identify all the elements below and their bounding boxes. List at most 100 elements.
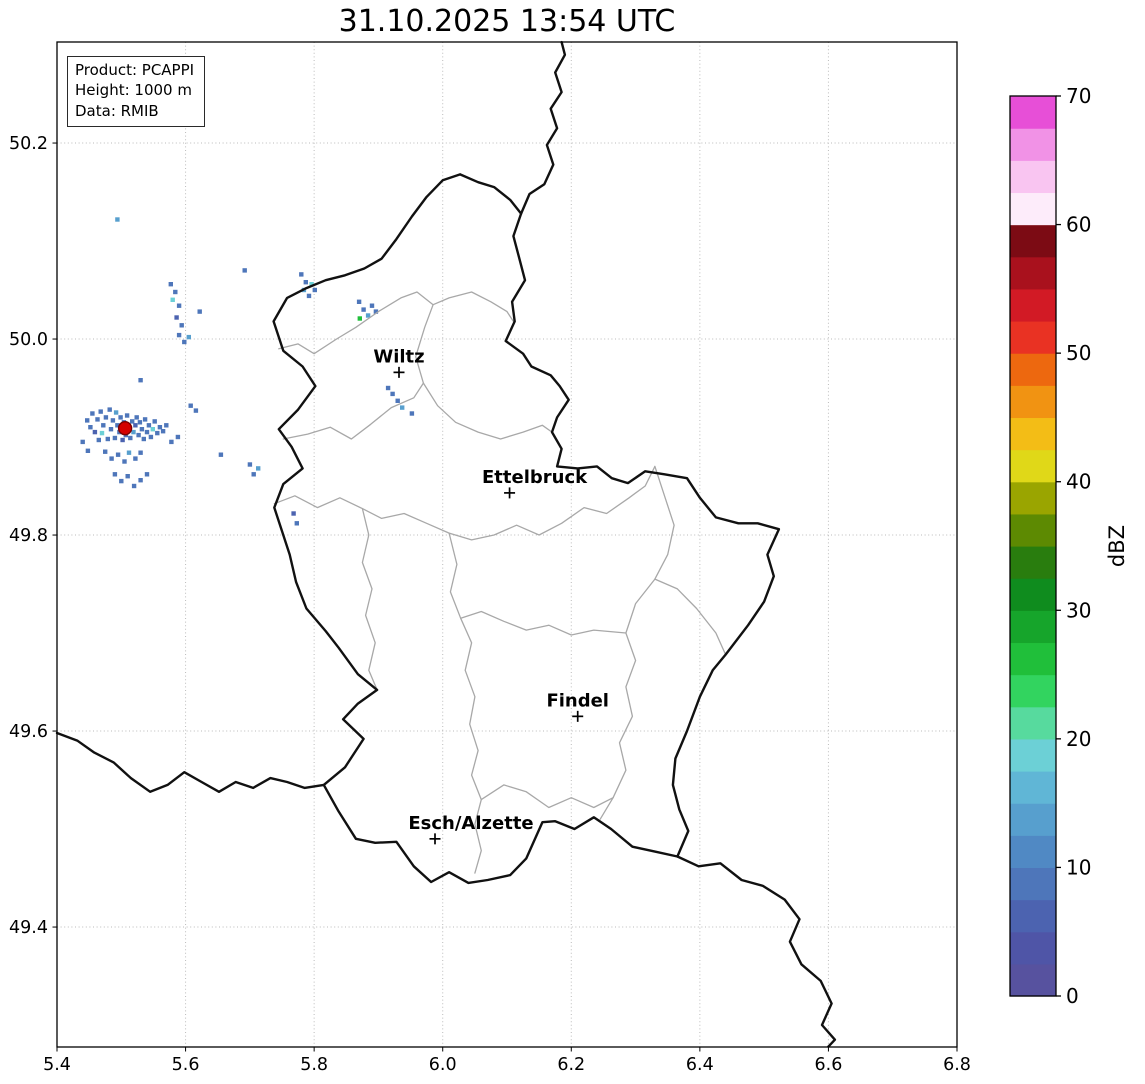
- radar-echo: [312, 287, 317, 293]
- radar-echo: [108, 427, 114, 432]
- colorbar-band: [1010, 867, 1056, 901]
- plot-frame: [56, 41, 958, 1048]
- radar-echo: [170, 297, 175, 302]
- radar-echo: [115, 452, 121, 457]
- colorbar-band: [1010, 288, 1056, 322]
- region-border: [460, 610, 627, 636]
- radar-echo: [186, 334, 191, 340]
- radar-echo: [98, 409, 103, 414]
- radar-echo: [144, 429, 150, 435]
- info-data-source: Data: RMIB: [75, 101, 159, 120]
- radar-echo: [85, 448, 91, 453]
- radar-echo: [169, 439, 174, 445]
- colorbar-band: [1010, 256, 1056, 290]
- info-product: Product: PCAPPI: [75, 61, 195, 79]
- y-tick-label: 49.6: [9, 722, 48, 742]
- radar-echo: [251, 472, 256, 477]
- x-tick-label: 6.6: [815, 1055, 843, 1075]
- radar-echo: [131, 483, 137, 489]
- colorbar-band: [1010, 931, 1056, 965]
- colorbar-band: [1010, 803, 1056, 836]
- x-tick-label: 6.0: [429, 1055, 457, 1075]
- radar-echo: [110, 418, 116, 423]
- radar-echo: [115, 423, 120, 428]
- radar-echo: [105, 436, 110, 442]
- city-label: Findel: [546, 690, 609, 711]
- x-tick-label: 6.4: [686, 1055, 714, 1075]
- radar-echo: [115, 217, 120, 222]
- radar-echo: [142, 417, 148, 422]
- colorbar-band: [1010, 160, 1056, 194]
- colorbar-tick-label: 30: [1066, 598, 1091, 622]
- radar-echo: [193, 408, 199, 413]
- x-tick-label: 6.8: [943, 1055, 971, 1075]
- colorbar-band: [1010, 385, 1056, 419]
- colorbar-band: [1010, 513, 1056, 547]
- region-border: [448, 532, 482, 874]
- region-border: [282, 382, 425, 440]
- region-border: [599, 465, 675, 820]
- country-border: [55, 731, 325, 793]
- radar-echo: [390, 391, 395, 397]
- radar-echo: [141, 436, 146, 442]
- radar-echo: [306, 293, 312, 299]
- radar-echo: [182, 339, 187, 345]
- colorbar-band: [1010, 771, 1056, 804]
- radar-echo: [85, 418, 90, 423]
- radar-echo: [197, 309, 202, 314]
- city-label: Wiltz: [373, 346, 424, 367]
- y-tick-label: 49.8: [9, 526, 48, 546]
- radar-echo: [299, 272, 304, 277]
- radar-echo: [357, 316, 362, 321]
- radar-echo: [256, 466, 261, 471]
- radar-echo: [356, 299, 362, 304]
- radar-echo: [96, 437, 101, 443]
- radar-site-marker: [117, 421, 133, 436]
- radar-echo: [160, 429, 166, 434]
- region-border: [654, 578, 727, 656]
- radar-echo: [139, 427, 145, 432]
- radar-echo: [309, 282, 314, 287]
- colorbar-band: [1010, 449, 1056, 483]
- radar-echo: [128, 435, 133, 441]
- radar-echo: [365, 313, 371, 318]
- y-tick-label: 50.2: [9, 134, 48, 154]
- radar-echo: [136, 432, 141, 438]
- radar-echo: [103, 449, 108, 454]
- colorbar-band: [1010, 738, 1056, 772]
- radar-echo: [95, 417, 100, 422]
- radar-echo: [133, 456, 138, 461]
- radar-echo: [130, 419, 135, 424]
- colorbar-band: [1010, 835, 1056, 869]
- colorbar-tick-label: 10: [1066, 855, 1091, 879]
- colorbar-band: [1010, 610, 1056, 644]
- radar-echo: [125, 474, 130, 479]
- region-border: [415, 304, 553, 440]
- radar-echo: [373, 309, 379, 314]
- colorbar-band: [1010, 578, 1056, 611]
- colorbar-band: [1010, 96, 1056, 129]
- radar-echo: [103, 415, 109, 420]
- colorbar-axis-label: dBZ: [1105, 525, 1129, 567]
- colorbar-tick-label: 0: [1066, 984, 1079, 1008]
- radar-echo: [146, 423, 152, 428]
- radar-echo: [120, 437, 125, 443]
- radar-echo: [80, 439, 85, 445]
- radar-echo: [176, 332, 182, 338]
- radar-echo: [291, 511, 296, 516]
- colorbar-tick-label: 50: [1066, 341, 1091, 365]
- radar-echo: [134, 415, 139, 420]
- radar-echo: [126, 450, 132, 455]
- colorbar-band: [1010, 128, 1056, 161]
- radar-echo: [112, 435, 118, 441]
- radar-echo: [164, 423, 169, 428]
- radar-echo: [112, 472, 118, 477]
- radar-echo: [133, 423, 138, 428]
- radar-echo: [395, 398, 400, 403]
- x-tick-label: 5.4: [43, 1055, 71, 1075]
- radar-echo: [107, 407, 112, 412]
- radar-echo: [157, 425, 163, 430]
- country-border: [519, 40, 567, 215]
- region-border: [273, 465, 656, 541]
